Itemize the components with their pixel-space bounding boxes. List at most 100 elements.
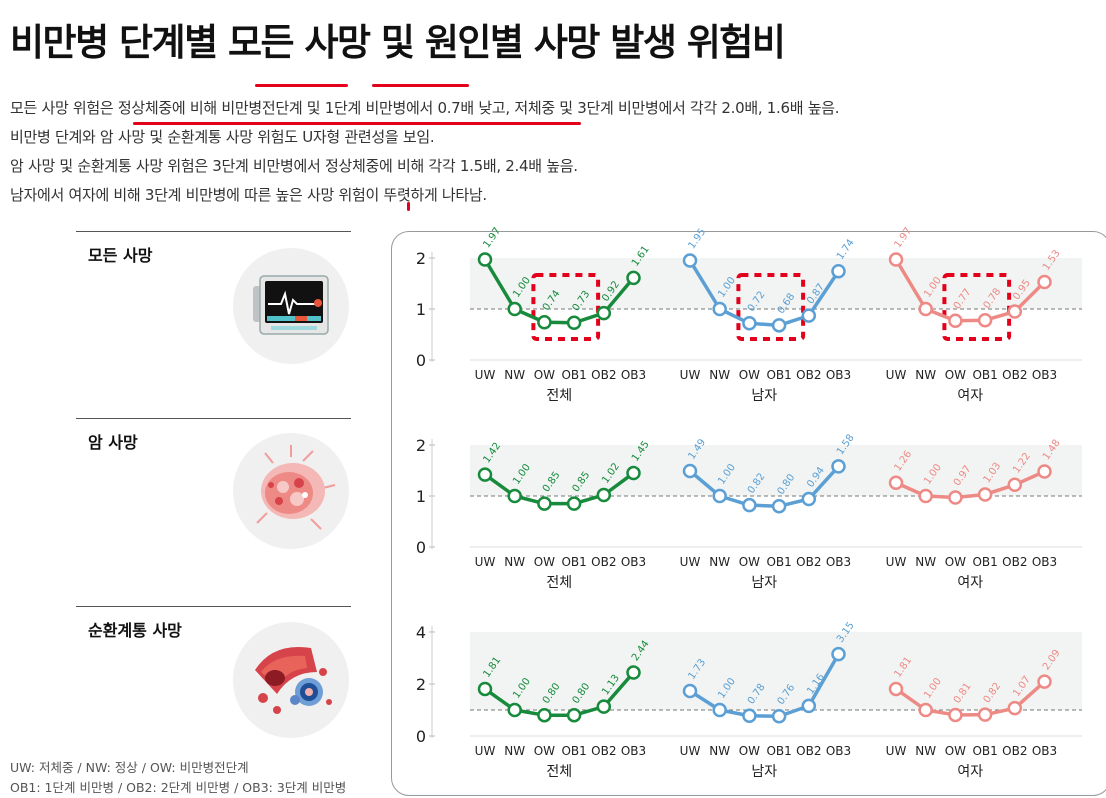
data-point bbox=[801, 491, 817, 507]
data-point bbox=[596, 487, 612, 503]
data-point bbox=[742, 316, 757, 331]
x-tick-label: OW bbox=[945, 555, 966, 569]
x-tick-label: OB1 bbox=[561, 555, 586, 569]
data-point bbox=[566, 707, 582, 723]
y-tick-label: 2 bbox=[416, 675, 426, 694]
highlight-tick bbox=[407, 202, 410, 211]
data-point bbox=[1007, 700, 1023, 716]
series-group-label: 여자 bbox=[957, 575, 983, 591]
x-tick-label: OB1 bbox=[972, 555, 997, 569]
section-label-circulatory: 순환계통 사망 bbox=[88, 621, 182, 640]
x-tick-label: UW bbox=[680, 744, 701, 758]
data-point bbox=[507, 702, 522, 718]
data-point bbox=[948, 313, 963, 328]
x-tick-label: OB1 bbox=[766, 555, 791, 569]
x-tick-label: OB2 bbox=[1002, 744, 1027, 758]
section-divider bbox=[76, 418, 351, 419]
data-point bbox=[682, 253, 698, 268]
x-tick-label: UW bbox=[680, 555, 701, 569]
series-group-label: 전체 bbox=[546, 575, 572, 591]
x-tick-label: NW bbox=[709, 744, 730, 758]
y-tick-label: 0 bbox=[416, 538, 426, 557]
description: 모든 사망 위험은 정상체중에 비해 비만병전단계 및 1단계 비만병에서 0.… bbox=[10, 94, 839, 210]
x-tick-label: UW bbox=[680, 368, 701, 382]
data-point bbox=[948, 490, 963, 505]
x-tick-label: OW bbox=[534, 555, 555, 569]
data-point bbox=[977, 707, 993, 722]
x-tick-label: OB2 bbox=[796, 368, 821, 382]
x-tick-label: OB2 bbox=[591, 744, 616, 758]
section-label-cancer: 암 사망 bbox=[88, 433, 138, 452]
footnote-line-2: OB1: 1단계 비만병 / OB2: 2단계 비만병 / OB3: 3단계 비… bbox=[10, 780, 347, 795]
data-label: 1.95 bbox=[686, 227, 708, 252]
x-tick-label: OB1 bbox=[972, 368, 997, 382]
x-tick-label: OB3 bbox=[1032, 744, 1057, 758]
data-point bbox=[682, 683, 698, 699]
data-point bbox=[831, 264, 846, 279]
x-tick-label: OW bbox=[739, 744, 760, 758]
x-tick-label: OW bbox=[739, 368, 760, 382]
data-point bbox=[771, 498, 787, 514]
x-tick-label: OW bbox=[945, 368, 966, 382]
data-label: 1.97 bbox=[481, 226, 503, 251]
data-point bbox=[566, 315, 582, 331]
data-point bbox=[477, 681, 493, 697]
description-line-2: 비만병 단계와 암 사망 및 순환계통 사망 위험도 U자형 관련성을 보임. bbox=[10, 128, 435, 146]
y-tick-label: 1 bbox=[416, 300, 426, 319]
x-tick-label: OW bbox=[739, 555, 760, 569]
data-point bbox=[831, 646, 846, 662]
series-line bbox=[688, 259, 840, 328]
data-point bbox=[712, 702, 727, 718]
data-point bbox=[888, 681, 904, 697]
x-tick-label: OB2 bbox=[796, 555, 821, 569]
x-tick-label: OB2 bbox=[591, 555, 616, 569]
data-point bbox=[682, 463, 698, 479]
data-point bbox=[918, 301, 933, 317]
x-tick-label: OB1 bbox=[766, 744, 791, 758]
x-tick-label: UW bbox=[886, 555, 907, 569]
series-group-label: 전체 bbox=[546, 388, 572, 404]
blood-vessel-icon bbox=[233, 622, 349, 738]
series-group-label: 여자 bbox=[957, 764, 983, 780]
data-point bbox=[1007, 304, 1023, 319]
data-point bbox=[771, 708, 787, 724]
x-tick-label: NW bbox=[504, 368, 525, 382]
highlight-mark-top-2 bbox=[372, 84, 469, 87]
series-group-label: 여자 bbox=[957, 388, 983, 404]
series-group-label: 남자 bbox=[751, 575, 777, 591]
y-tick-label: 1 bbox=[416, 487, 426, 506]
y-tick-label: 2 bbox=[416, 249, 426, 268]
data-point bbox=[801, 698, 817, 714]
data-point bbox=[537, 496, 552, 511]
data-point bbox=[742, 708, 757, 723]
data-point bbox=[831, 459, 846, 474]
x-tick-label: NW bbox=[709, 368, 730, 382]
page-title: 비만병 단계별 모든 사망 및 원인별 사망 발생 위험비 bbox=[10, 21, 786, 64]
highlight-underline bbox=[133, 122, 581, 125]
footnote-line-1: UW: 저체중 / NW: 정상 / OW: 비만병전단계 bbox=[10, 760, 249, 775]
x-tick-label: OB3 bbox=[826, 744, 851, 758]
data-point bbox=[888, 475, 904, 490]
data-point bbox=[801, 308, 817, 323]
description-line-3: 암 사망 및 순환계통 사망 위험은 3단계 비만병에서 정상체중에 비해 각각… bbox=[10, 157, 578, 175]
description-line-1: 모든 사망 위험은 정상체중에 비해 비만병전단계 및 1단계 비만병에서 0.… bbox=[10, 99, 840, 117]
series-line bbox=[483, 258, 635, 325]
section-label-all-cause: 모든 사망 bbox=[88, 246, 153, 265]
x-tick-label: OB2 bbox=[591, 368, 616, 382]
x-tick-label: OB2 bbox=[1002, 555, 1027, 569]
highlight-box bbox=[531, 273, 601, 341]
data-point bbox=[507, 301, 522, 317]
series-group-label: 남자 bbox=[751, 388, 777, 404]
data-point bbox=[1037, 674, 1052, 689]
data-point bbox=[1007, 477, 1023, 493]
data-point bbox=[1037, 464, 1052, 479]
x-tick-label: UW bbox=[475, 368, 496, 382]
x-tick-label: OW bbox=[945, 744, 966, 758]
data-point bbox=[626, 665, 641, 680]
plot-band bbox=[470, 632, 1082, 710]
x-tick-label: UW bbox=[886, 744, 907, 758]
data-point bbox=[477, 467, 493, 482]
x-tick-label: OB3 bbox=[621, 368, 646, 382]
data-point bbox=[742, 497, 757, 513]
cancer-cell-icon bbox=[233, 433, 349, 549]
